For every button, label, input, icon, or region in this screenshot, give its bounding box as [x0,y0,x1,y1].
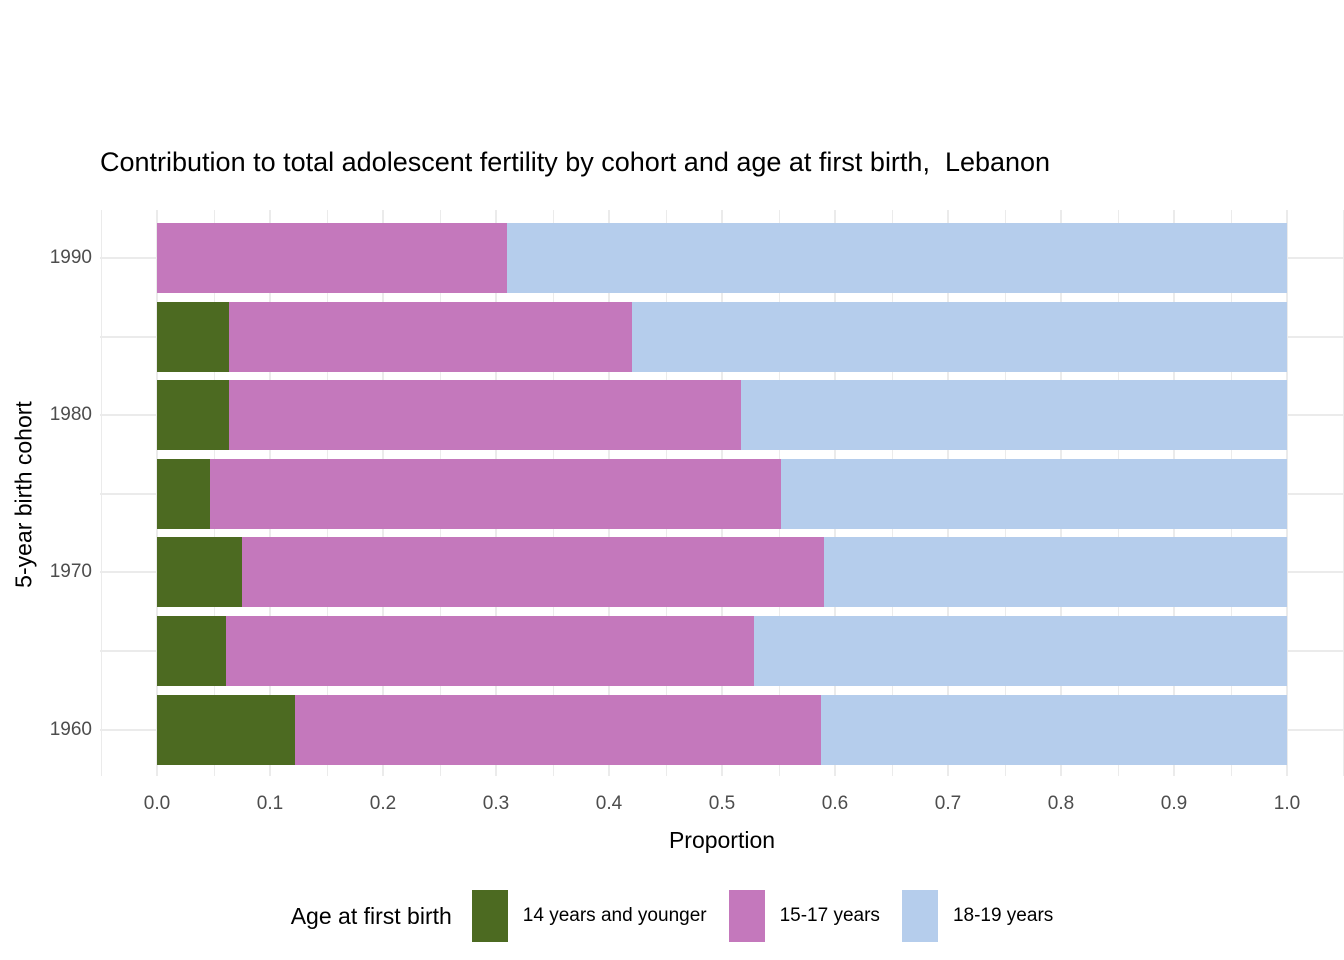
y-tick-label-1990: 1990 [49,247,92,268]
bar-segment-1980-18-19-years [741,380,1287,451]
bar-segment-1965-15-17-years [225,616,754,686]
bar-segment-1960-14-years-and-younger [157,694,295,765]
bar-segment-1975-15-17-years [210,458,781,529]
legend-swatch-icon [901,890,938,942]
y-tick-label-1970: 1970 [49,561,92,583]
bar-segment-1985-14-years-and-younger [157,301,230,372]
legend: Age at first birth 14 years and younger 1… [0,890,1344,942]
legend-label: 18-19 years [952,905,1054,926]
legend-swatch-icon [471,890,508,942]
bar-segment-1965-18-19-years [753,616,1287,686]
x-axis-title: Proportion [668,827,776,853]
bar-segment-1990-15-17-years [157,223,508,293]
x-tick-label-0.0: 0.0 [143,793,171,814]
bar-segment-1960-15-17-years [294,694,822,765]
bar-segment-1990-18-19-years [507,223,1287,293]
chart-title: Contribution to total adolescent fertili… [100,147,1051,177]
bar-segment-1980-14-years-and-younger [157,380,230,451]
bar-segment-1985-15-17-years [229,301,632,372]
x-tick-label-0.6: 0.6 [821,793,849,814]
plot-panel [100,210,1344,776]
bar-segment-1980-15-17-years [229,380,742,451]
legend-label: 15-17 years [779,905,880,926]
bar-segment-1965-14-years-and-younger [157,616,226,686]
y-axis-title-wrap: 5-year birth cohort [8,0,38,960]
y-tick-label-1980: 1980 [49,404,92,426]
x-tick-label-0.2: 0.2 [369,793,397,814]
x-tick-label-0.9: 0.9 [1160,793,1188,814]
bar-segment-1975-14-years-and-younger [157,458,211,529]
bar-segment-1970-18-19-years [823,537,1287,608]
legend-item: 18-19 years [901,890,1054,942]
bar-segment-1970-14-years-and-younger [157,537,242,608]
x-tick-label-0.5: 0.5 [708,793,736,814]
y-tick-label-1960: 1960 [49,718,92,740]
legend-item: 15-17 years [728,890,880,942]
legend-item: 14 years and younger [471,890,707,942]
x-tick-label-0.3: 0.3 [482,793,510,814]
x-tick-label-0.4: 0.4 [595,793,623,814]
legend-title: Age at first birth [290,902,452,929]
bar-segment-1985-18-19-years [631,301,1287,372]
bar-segment-1970-15-17-years [241,537,824,608]
x-tick-label-1.0: 1.0 [1273,793,1301,814]
legend-swatch-icon [728,890,765,942]
legend-label: 14 years and younger [522,905,707,926]
x-tick-label-0.7: 0.7 [934,793,962,814]
x-tick-label-0.1: 0.1 [256,793,284,814]
x-tick-label-0.8: 0.8 [1047,793,1075,814]
bar-segment-1960-18-19-years [821,694,1287,765]
y-axis-title: 5-year birth cohort [10,401,37,588]
bar-segment-1975-18-19-years [780,458,1287,529]
